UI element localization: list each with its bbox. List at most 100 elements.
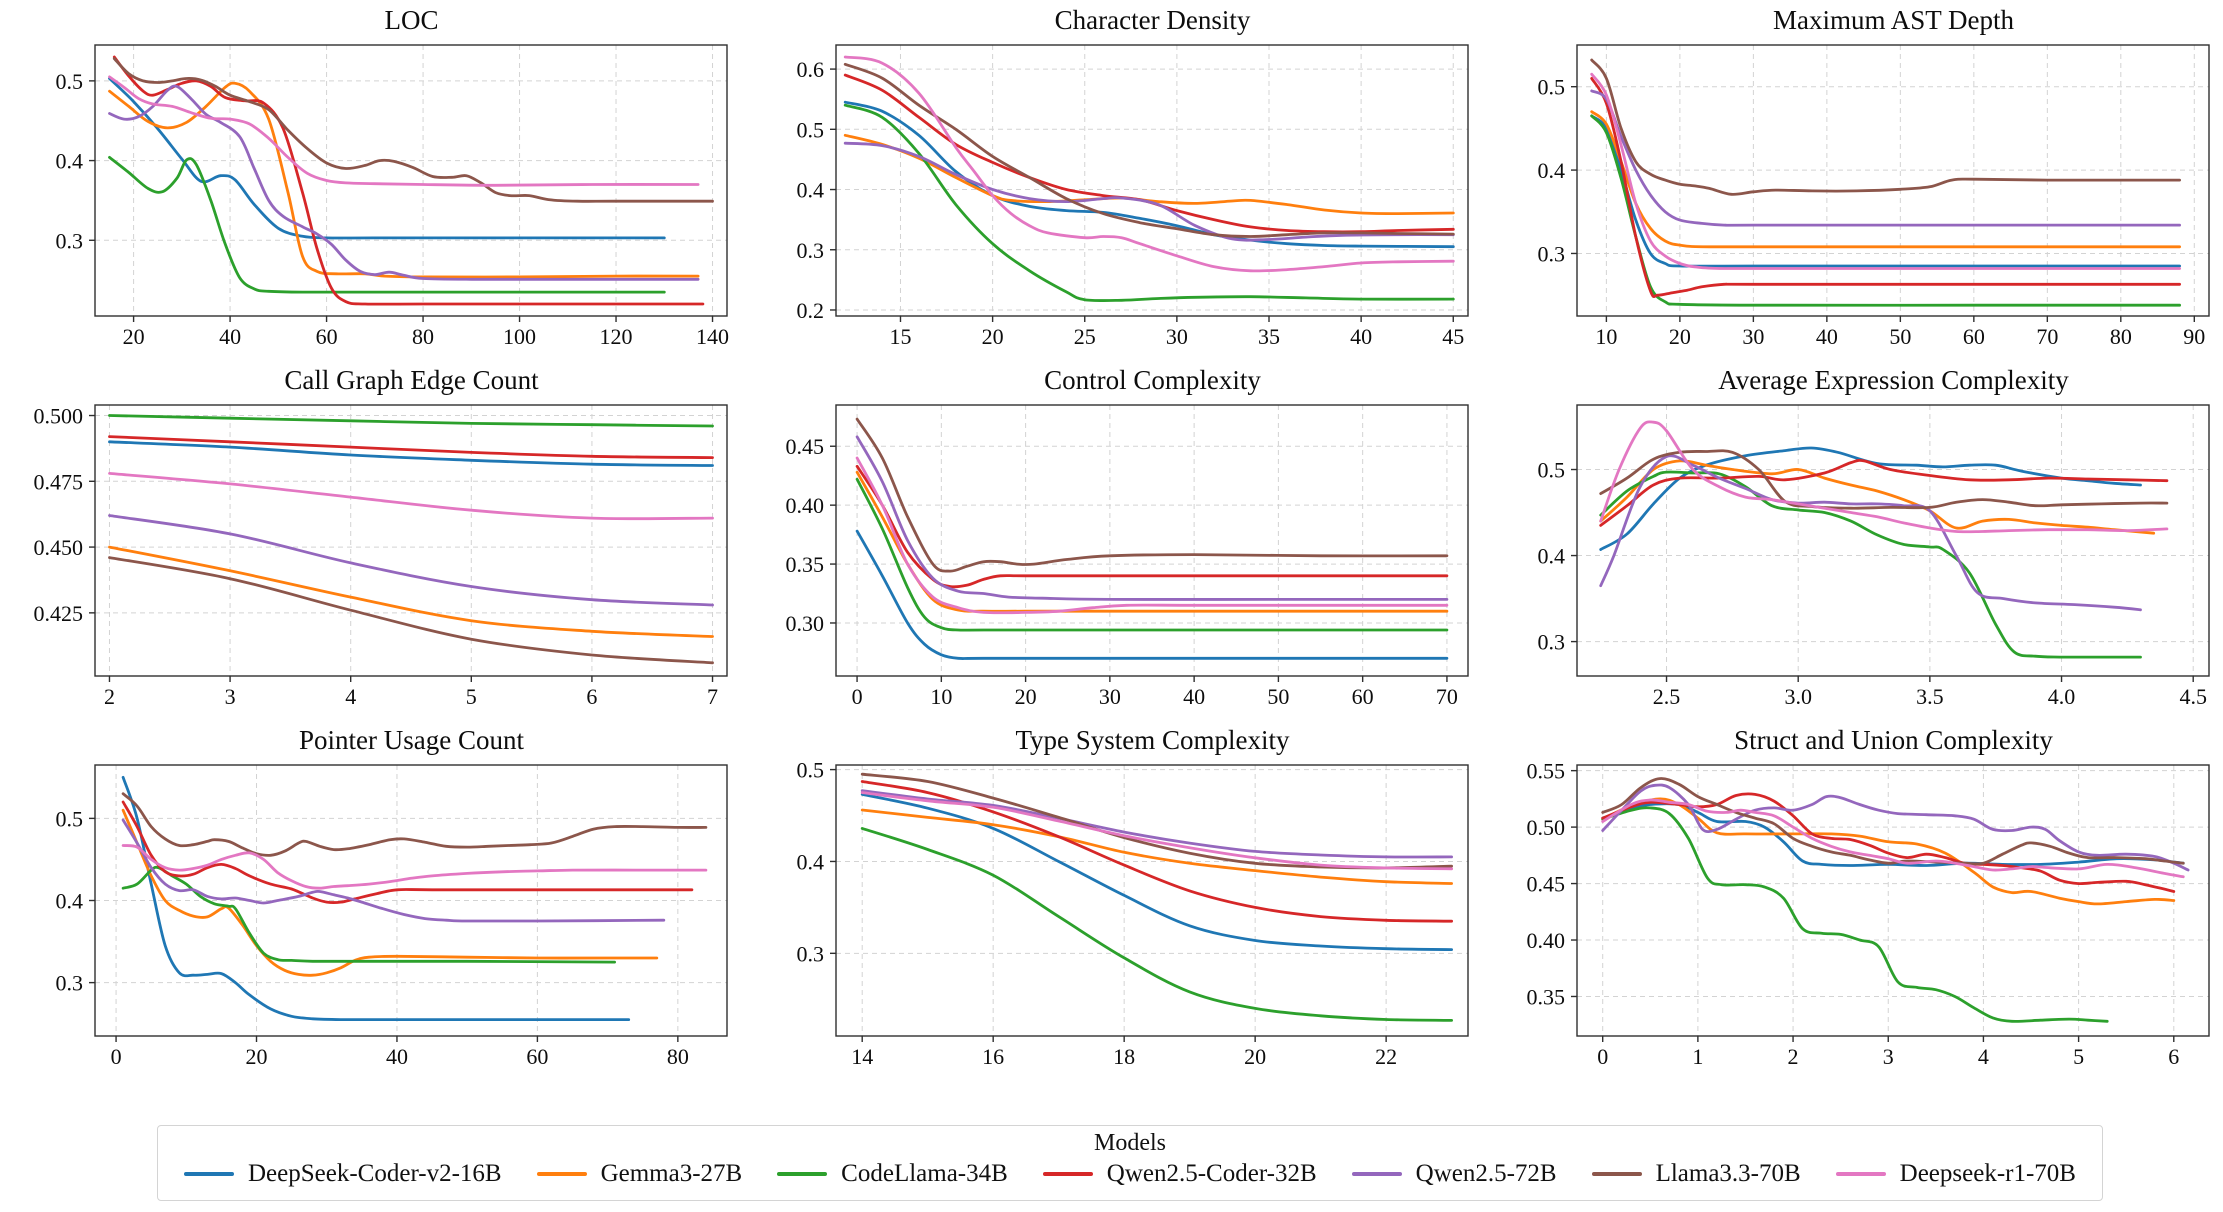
x-tick-label: 30 (1166, 324, 1188, 349)
x-tick-label: 6 (2168, 1044, 2179, 1069)
x-tick-label: 80 (2110, 324, 2132, 349)
series-line (108, 514, 714, 607)
plot-svg: 0 1 2 3 4 5 6 0.35 0.40 0.45 0.50 0.55 (1527, 759, 2210, 1069)
y-tick-label: 0.5 (1538, 75, 1566, 100)
series-line (121, 865, 616, 964)
series-line (108, 77, 666, 240)
series-line (108, 75, 700, 187)
y-tick-label: 0.4 (797, 178, 825, 203)
series-line (1590, 114, 2181, 307)
series-line (108, 472, 714, 521)
series-line (1601, 783, 2190, 872)
y-tick-label: 0.4 (56, 889, 84, 914)
x-tick-label: 5 (2073, 1044, 2084, 1069)
series-line (108, 156, 666, 294)
plot-svg: 10 20 30 40 50 60 70 80 90 0.3 0.4 0.5 (1538, 44, 2210, 349)
chart-cell-2: Character Density 15 20 25 30 35 40 45 0.2 0.3 0.4… (741, 0, 1482, 355)
legend-entry: Qwen2.5-Coder-32B (1042, 1160, 1317, 1188)
chart-title: Type System Complexity (1015, 725, 1290, 755)
chart-cell-3: Maximum AST Depth 10 20 30 40 50 60 70 80 90 0.3 0.… (1482, 0, 2223, 355)
x-tick-label: 3.5 (1916, 684, 1944, 709)
x-tick-label: 4 (345, 684, 356, 709)
x-tick-label: 40 (386, 1044, 408, 1069)
x-tick-label: 30 (1099, 684, 1121, 709)
y-tick-label: 0.45 (786, 434, 825, 459)
legend-label: Deepseek-r1-70B (1899, 1160, 2076, 1187)
series-line (121, 800, 694, 904)
x-tick-label: 20 (1669, 324, 1691, 349)
y-tick-label: 0.5 (797, 758, 825, 783)
y-tick-label: 0.2 (797, 298, 825, 323)
plot-svg: 0 20 40 60 80 0.3 0.4 0.5 (56, 764, 728, 1069)
series-line (855, 417, 1449, 573)
y-tick-label: 0.30 (786, 611, 825, 636)
x-tick-label: 14 (851, 1044, 873, 1069)
legend-line-swatch (777, 1172, 828, 1176)
y-tick-label: 0.475 (34, 469, 84, 494)
chart-title: Average Expression Complexity (1718, 365, 2069, 395)
plot-svg: 2 3 4 5 6 7 0.425 0.450 0.475 0.500 (34, 404, 728, 709)
legend-box: Models DeepSeek-Coder-v2-16B Gemma3-27B Co… (157, 1125, 2103, 1201)
series-line (843, 62, 1455, 238)
legend-label: Gemma3-27B (600, 1160, 743, 1187)
legend-line-swatch (1042, 1172, 1093, 1176)
chart-cell-1: LOC 20 40 60 80 100 120 140 0.3 0.4 0.5 (0, 0, 741, 355)
y-tick-label: 0.3 (797, 941, 825, 966)
series-line (860, 793, 1453, 951)
chart-title: Pointer Usage Count (299, 725, 524, 755)
series-line (843, 100, 1455, 249)
chart-cell-6: Average Expression Complexity 2.5 3.0 3.5 4.… (1482, 360, 2223, 715)
x-tick-label: 3 (1883, 1044, 1894, 1069)
y-tick-label: 0.3 (797, 238, 825, 263)
chart-cell-9: Struct and Union Complexity 0 1 2 3 4 5 6 0.35 0.… (1482, 720, 2223, 1075)
x-tick-label: 90 (2183, 324, 2205, 349)
series-line (121, 775, 631, 1022)
x-tick-label: 35 (1258, 324, 1280, 349)
series-line (112, 55, 705, 306)
series-line (108, 81, 700, 279)
series-line (855, 464, 1449, 589)
legend-line-swatch (536, 1172, 587, 1176)
x-tick-label: 10 (930, 684, 952, 709)
x-tick-label: 20 (246, 1044, 268, 1069)
y-tick-label: 0.3 (56, 971, 84, 996)
legend-entry: Llama3.3-70B (1591, 1160, 1801, 1188)
series-line (860, 808, 1453, 885)
x-tick-label: 16 (982, 1044, 1004, 1069)
legend-entry: Gemma3-27B (536, 1160, 743, 1188)
x-tick-label: 60 (1963, 324, 1985, 349)
legend-entry: Qwen2.5-72B (1351, 1160, 1557, 1188)
x-tick-label: 7 (707, 684, 718, 709)
x-tick-label: 0 (1597, 1044, 1608, 1069)
series-line (1601, 777, 2185, 866)
y-tick-label: 0.450 (34, 535, 84, 560)
series-line (855, 456, 1449, 615)
x-tick-label: 70 (1436, 684, 1458, 709)
y-tick-label: 0.500 (34, 404, 84, 429)
x-tick-label: 40 (1350, 324, 1372, 349)
legend-label: Llama3.3-70B (1655, 1160, 1801, 1187)
y-tick-label: 0.5 (56, 806, 84, 831)
x-tick-label: 4.5 (2179, 684, 2207, 709)
x-tick-label: 30 (1742, 324, 1764, 349)
x-tick-label: 20 (1015, 684, 1037, 709)
series-line (108, 84, 700, 281)
y-tick-label: 0.45 (1527, 872, 1566, 897)
y-tick-label: 0.3 (1538, 241, 1566, 266)
chart-cell-7: Pointer Usage Count 0 20 40 60 80 0.3 0.4 0.5 (0, 720, 741, 1075)
y-tick-label: 0.55 (1527, 759, 1566, 784)
series-line (121, 808, 659, 977)
x-tick-label: 40 (219, 324, 241, 349)
y-tick-label: 0.5 (1538, 458, 1566, 483)
x-tick-label: 3.0 (1784, 684, 1812, 709)
legend-label: CodeLlama-34B (841, 1160, 1008, 1187)
plot-svg: 20 40 60 80 100 120 140 0.3 0.4 0.5 (56, 44, 729, 349)
chart-title: Character Density (1054, 5, 1251, 35)
chart-title: LOC (384, 5, 439, 35)
x-tick-label: 2 (1788, 1044, 1799, 1069)
x-tick-label: 5 (466, 684, 477, 709)
x-tick-label: 40 (1816, 324, 1838, 349)
series-line (843, 55, 1455, 273)
y-tick-label: 0.4 (56, 149, 84, 174)
